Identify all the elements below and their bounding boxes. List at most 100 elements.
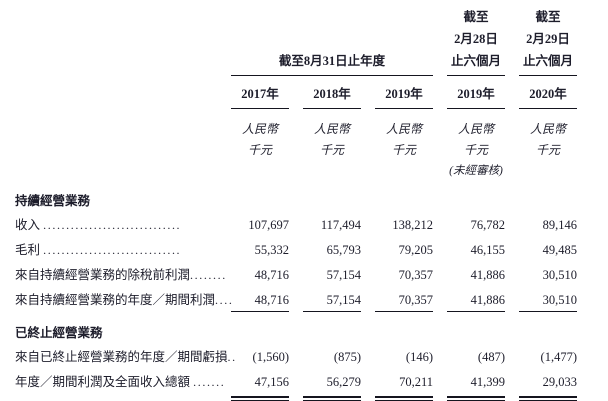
table-cell: 57,154 xyxy=(303,288,361,313)
double-underline-rule xyxy=(231,396,289,401)
interim-header-line: 止六個月 xyxy=(522,54,573,68)
interim-header-line: 截至 xyxy=(463,10,489,24)
table-row-loss-discontinued: 來自已終止經營業務的年度／期間虧損.. (1,560) (875) (146) … xyxy=(15,345,592,370)
double-underline-rule xyxy=(519,396,577,401)
table-header-unaudited: (未經審核) xyxy=(15,161,592,181)
row-label: 年度／期間利潤及全面收入總額 ....... xyxy=(15,370,224,401)
dot-leader: ........ xyxy=(190,268,227,282)
row-label: 來自已終止經營業務的年度／期間虧損.. xyxy=(15,345,235,370)
table-row-gross-profit: 毛利 .............................. 55,332… xyxy=(15,238,592,263)
year-column-header: 2018年 xyxy=(303,76,361,109)
cell-value: 29,033 xyxy=(542,375,577,389)
table-cell: 70,211 xyxy=(375,370,433,401)
double-underline-rule xyxy=(447,396,505,401)
table-row-total-comprehensive-income: 年度／期間利潤及全面收入總額 ....... 47,156 56,279 70,… xyxy=(15,370,592,401)
table-cell: 117,494 xyxy=(320,218,361,232)
year-column-header: 2019年 xyxy=(447,76,505,109)
table-cell: 65,793 xyxy=(326,243,361,257)
table-cell: (1,477) xyxy=(540,350,577,364)
year-column-header: 2020年 xyxy=(519,76,577,109)
year-column-header: 2017年 xyxy=(231,76,289,109)
cell-value: 70,211 xyxy=(399,375,433,389)
unit-label: 千元 xyxy=(247,143,272,157)
dot-leader: .... xyxy=(215,293,234,307)
table-cell: 76,782 xyxy=(470,218,505,232)
table-cell: 70,357 xyxy=(398,268,433,282)
table-cell: 41,399 xyxy=(447,370,505,401)
unit-label: 千元 xyxy=(319,143,344,157)
interim-header-line: 2月28日 xyxy=(454,32,498,46)
table-cell: 46,155 xyxy=(470,243,505,257)
table-cell: 30,510 xyxy=(519,288,577,313)
table-header-currency: 人民幣 人民幣 人民幣 人民幣 人民幣 xyxy=(15,119,592,139)
table-cell: 48,716 xyxy=(231,288,289,313)
row-label: 來自持續經營業務的年度／期間利潤.... xyxy=(15,288,232,313)
table-header-unit: 千元 千元 千元 千元 千元 xyxy=(15,139,592,161)
year-column-header: 2019年 xyxy=(375,76,433,109)
dot-leader: .. xyxy=(227,350,237,364)
period-group-header: 截至8月31日止年度 xyxy=(231,50,433,76)
table-cell: 49,485 xyxy=(542,243,577,257)
row-label: 毛利 .............................. xyxy=(15,238,217,263)
table-cell: 41,886 xyxy=(470,268,505,282)
table-cell: 47,156 xyxy=(231,370,289,401)
currency-label: 人民幣 xyxy=(457,122,494,136)
interim-header-line: 止六個月 xyxy=(450,54,501,68)
table-cell: 107,697 xyxy=(248,218,289,232)
section-row-discontinued-operations: 已終止經營業務 xyxy=(15,321,592,345)
underline-rule xyxy=(519,311,577,312)
table-cell: (487) xyxy=(477,350,505,364)
table-cell: 70,357 xyxy=(375,288,433,313)
row-label-text: 來自持續經營業務的除稅前利潤 xyxy=(15,268,191,282)
row-label-text: 收入 xyxy=(15,218,44,232)
underline-rule xyxy=(231,311,289,312)
table-cell: 57,154 xyxy=(326,268,361,282)
table-cell: 79,205 xyxy=(398,243,433,257)
row-label-text: 來自持續經營業務的年度／期間利潤 xyxy=(15,293,216,307)
table-row-profit-before-tax: 來自持續經營業務的除稅前利潤........ 48,716 57,154 70,… xyxy=(15,263,592,288)
interim-header-line: 2月29日 xyxy=(526,32,570,46)
underline-rule xyxy=(375,311,433,312)
table-cell: 29,033 xyxy=(519,370,577,401)
unit-label: 千元 xyxy=(463,143,488,157)
table-cell: (146) xyxy=(405,350,433,364)
row-label-text: 毛利 xyxy=(15,243,44,257)
cell-value: 30,510 xyxy=(542,293,577,307)
table-cell: 56,279 xyxy=(303,370,361,401)
row-label-text: 年度／期間利潤及全面收入總額 xyxy=(15,375,194,389)
underline-rule xyxy=(303,311,361,312)
interim-period-header-feb29: 截至 2月29日 止六個月 xyxy=(519,6,577,76)
currency-label: 人民幣 xyxy=(313,122,350,136)
cell-value: 41,886 xyxy=(470,293,505,307)
table-cell: 30,510 xyxy=(542,268,577,282)
double-underline-rule xyxy=(303,396,361,401)
cell-value: 48,716 xyxy=(254,293,289,307)
currency-label: 人民幣 xyxy=(241,122,278,136)
table-cell: (875) xyxy=(333,350,361,364)
cell-value: 57,154 xyxy=(326,293,361,307)
unit-label: 千元 xyxy=(535,143,560,157)
table-row-revenue: 收入 .............................. 107,69… xyxy=(15,213,592,238)
table-cell: 48,716 xyxy=(254,268,289,282)
table-row-profit-for-period: 來自持續經營業務的年度／期間利潤.... 48,716 57,154 70,35… xyxy=(15,288,592,313)
unaudited-note: (未經審核) xyxy=(449,165,503,177)
table-header-years: 2017年 2018年 2019年 2019年 2020年 xyxy=(15,76,592,109)
table-cell: 89,146 xyxy=(542,218,577,232)
section-header: 持續經營業務 xyxy=(15,194,91,208)
table-cell: 138,212 xyxy=(392,218,433,232)
dot-leader: .............................. xyxy=(43,218,182,232)
section-header: 已終止經營業務 xyxy=(15,326,103,340)
row-label: 收入 .............................. xyxy=(15,213,217,238)
underline-rule xyxy=(447,311,505,312)
double-underline-rule xyxy=(375,396,433,401)
cell-value: 56,279 xyxy=(326,375,361,389)
dot-leader: .............................. xyxy=(43,243,182,257)
currency-label: 人民幣 xyxy=(529,122,566,136)
interim-header-line: 截至 xyxy=(535,10,561,24)
unit-label: 千元 xyxy=(391,143,416,157)
section-row-continuing-operations: 持續經營業務 xyxy=(15,189,592,213)
cell-value: 41,399 xyxy=(470,375,505,389)
table-header-periods: 截至8月31日止年度 截至 2月28日 止六個月 截至 2月29日 止六個月 xyxy=(15,6,592,76)
dot-leader: ....... xyxy=(193,375,226,389)
